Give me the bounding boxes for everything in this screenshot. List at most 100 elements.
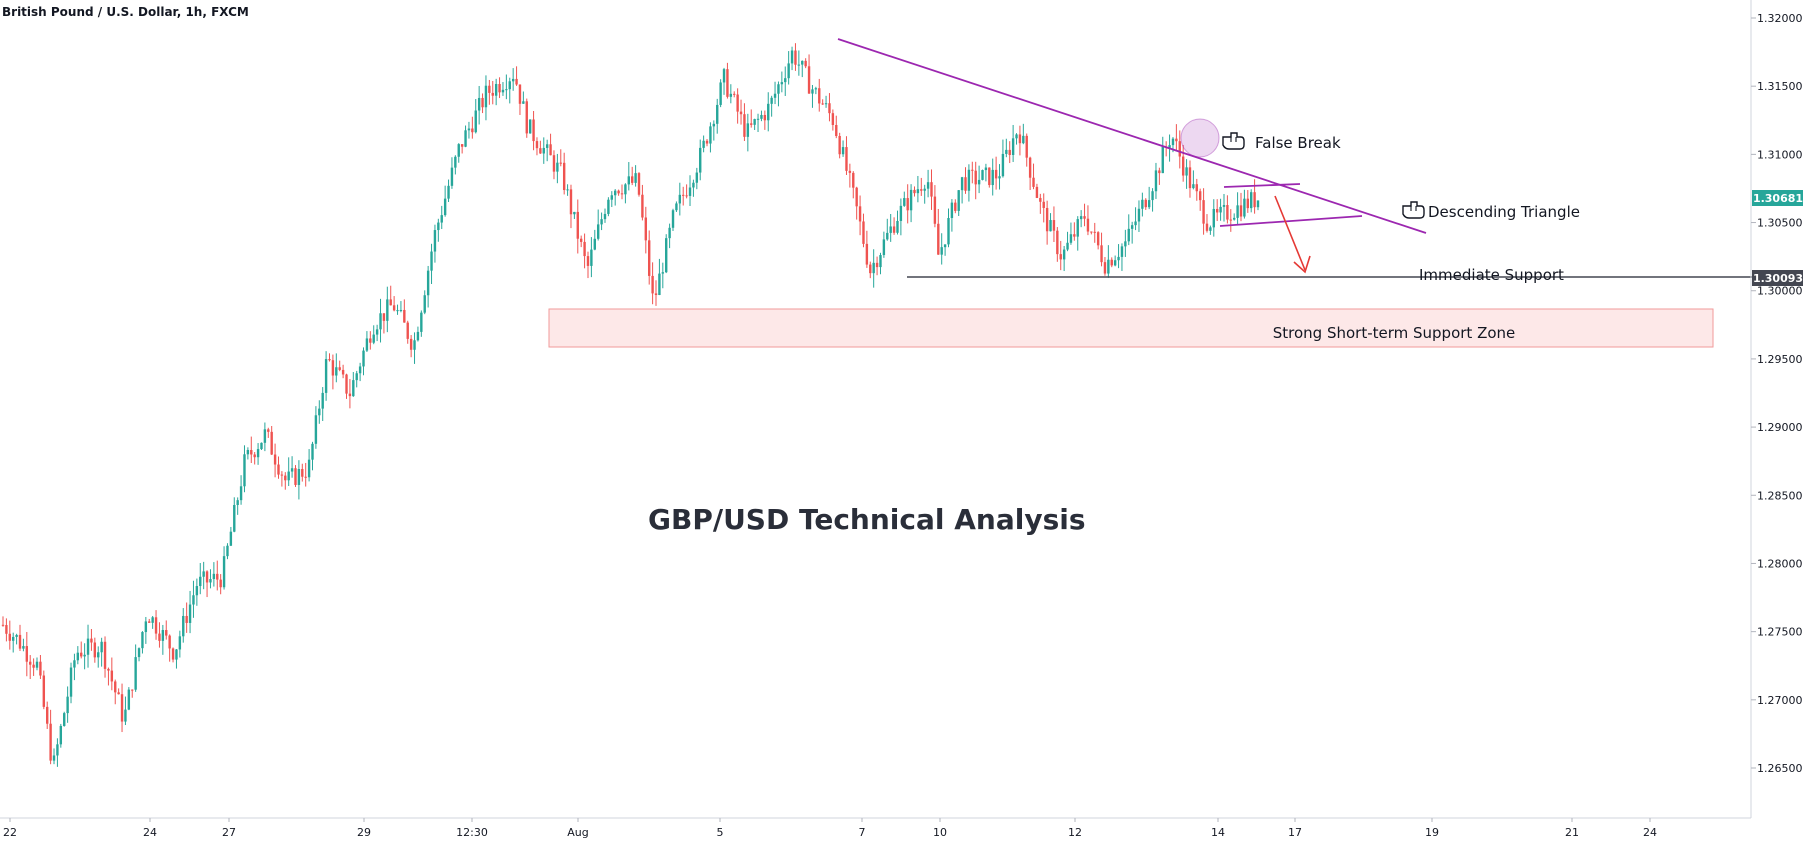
candle [226, 543, 229, 560]
candle [358, 362, 362, 382]
candle [1, 616, 5, 627]
candle [1222, 193, 1226, 222]
candle [103, 636, 107, 678]
candle [318, 400, 321, 424]
candle [409, 335, 413, 358]
time-scale[interactable]: 22 24 27 29 12:30 Aug 5 7 10 12 14 17 19 21 24 [0, 817, 1751, 839]
candle [1096, 231, 1100, 250]
candle [665, 234, 668, 274]
candle [852, 171, 855, 199]
candle [243, 445, 246, 493]
candle [787, 51, 790, 85]
candle [1243, 189, 1246, 219]
candle [1181, 144, 1185, 182]
candle [301, 463, 304, 482]
candle [1154, 162, 1158, 199]
candle [182, 608, 185, 643]
candle [624, 183, 627, 204]
x-tick-label: 7 [859, 826, 866, 839]
candle [552, 150, 556, 180]
candle [947, 208, 950, 248]
candle [304, 462, 307, 487]
candle [603, 208, 607, 223]
candle [107, 667, 110, 686]
svg-text:1.30681: 1.30681 [1753, 192, 1803, 205]
candle [110, 657, 114, 691]
candle [804, 58, 807, 69]
candle [838, 132, 841, 159]
candle [1226, 195, 1229, 224]
candle [263, 422, 267, 452]
candle [617, 189, 620, 196]
candle [1161, 136, 1164, 174]
candle [114, 679, 117, 705]
candle [399, 301, 403, 313]
candle [906, 184, 909, 224]
candle [1100, 232, 1103, 267]
candle [556, 153, 559, 184]
candle [559, 149, 562, 167]
pointing-hand-icon [1222, 132, 1245, 150]
candle [777, 81, 780, 107]
candle [865, 230, 869, 268]
support-zone-label: Strong Short-term Support Zone [1273, 324, 1516, 342]
candle [767, 92, 770, 132]
x-tick-label: 29 [357, 826, 371, 839]
chart-title: GBP/USD Technical Analysis [648, 503, 1086, 536]
candle [573, 211, 576, 219]
candle [702, 135, 705, 153]
candle [168, 634, 171, 662]
candle [277, 456, 280, 479]
candle [712, 120, 716, 141]
candle [314, 406, 318, 449]
candle [185, 602, 188, 633]
candle [1151, 188, 1154, 212]
candle [736, 88, 739, 124]
candle [1212, 199, 1215, 237]
candle [1001, 139, 1005, 178]
candle [124, 696, 127, 726]
candle [549, 133, 552, 156]
y-tick-label: 1.30500 [1757, 217, 1803, 230]
candle [750, 109, 753, 128]
candle [1188, 160, 1192, 198]
candle [372, 325, 375, 345]
price-scale[interactable]: 1.32000 1.31500 1.31000 1.30500 1.30000 1.295… [1750, 0, 1803, 818]
candle [1045, 200, 1049, 245]
candle [49, 709, 52, 765]
candle [120, 683, 124, 733]
candle [375, 324, 379, 342]
x-tick-label: 10 [933, 826, 947, 839]
candle [879, 252, 882, 275]
candle [937, 208, 940, 255]
candle [216, 560, 219, 591]
candle [882, 231, 886, 258]
candle [416, 326, 420, 342]
candle [1042, 193, 1045, 223]
candle [39, 655, 42, 680]
false-break-label: False Break [1255, 134, 1341, 152]
candle [998, 164, 1001, 190]
candle [355, 370, 358, 388]
candle [484, 75, 488, 121]
candle [627, 162, 630, 191]
candle [175, 648, 178, 669]
candle [831, 109, 835, 131]
candle [1249, 189, 1253, 213]
candle [814, 86, 818, 95]
candle [845, 136, 848, 175]
candle [1198, 188, 1202, 211]
candle [746, 113, 750, 152]
candle [648, 230, 651, 285]
candle [205, 570, 209, 598]
candle [869, 261, 872, 279]
candle [1022, 123, 1025, 145]
candle [634, 165, 637, 187]
candle [80, 641, 83, 659]
candle [920, 177, 923, 196]
candle [73, 653, 76, 681]
candle [494, 78, 498, 106]
x-tick-label: 21 [1565, 826, 1579, 839]
candle [525, 98, 528, 138]
